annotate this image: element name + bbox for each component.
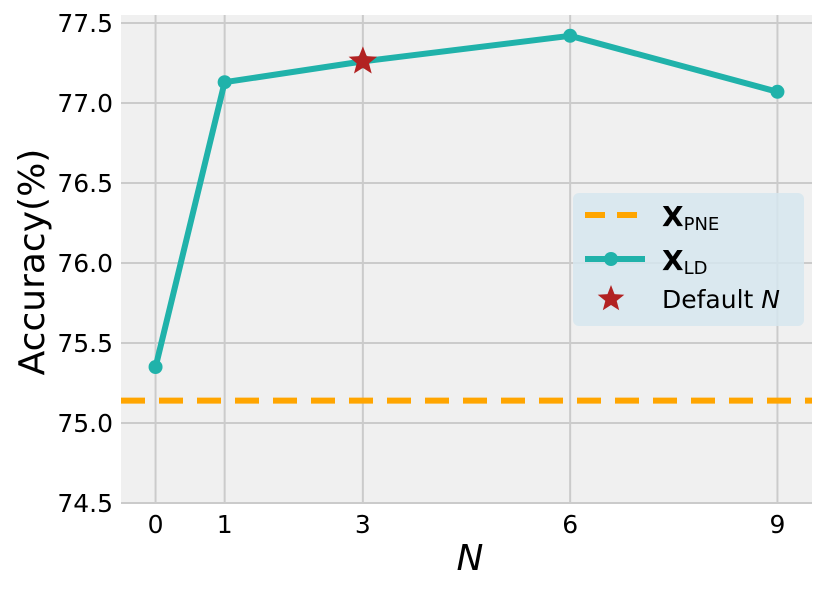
legend-default-star [597,285,625,311]
x-tick-labels: 0 1 3 6 9 [148,510,786,539]
grid-lines [121,15,812,504]
y-tick-label: 75.5 [57,329,113,358]
y-axis-label: Accuracy(%) [12,149,53,376]
ld-point [217,75,232,90]
legend-pne-label: XPNE [662,200,719,235]
default-n-star [348,46,378,74]
y-tick-label: 75.0 [57,409,113,438]
legend: XPNE XLD Default N [573,193,804,326]
y-tick-label: 77.0 [57,89,113,118]
x-tick-label: 0 [148,510,164,539]
x-tick-label: 1 [217,510,233,539]
ld-point [770,84,785,99]
y-tick-label: 76.5 [57,169,113,198]
x-tick-label: 3 [355,510,371,539]
x-axis-label: N [457,538,484,579]
legend-ld-marker [604,252,618,266]
y-tick-label: 77.5 [57,9,113,38]
y-tick-label: 76.0 [57,249,113,278]
series-layer [121,28,812,404]
ld-point [563,28,578,43]
x-tick-label: 6 [562,510,578,539]
legend-box [573,193,804,326]
legend-ld-label: XLD [662,244,707,279]
x-tick-label: 9 [769,510,785,539]
ld-point [148,360,163,374]
y-tick-label: 74.5 [57,489,113,518]
legend-default-label: Default N [662,285,780,314]
y-tick-labels: 74.5 75.0 75.5 76.0 76.5 77.0 77.5 [57,9,113,518]
